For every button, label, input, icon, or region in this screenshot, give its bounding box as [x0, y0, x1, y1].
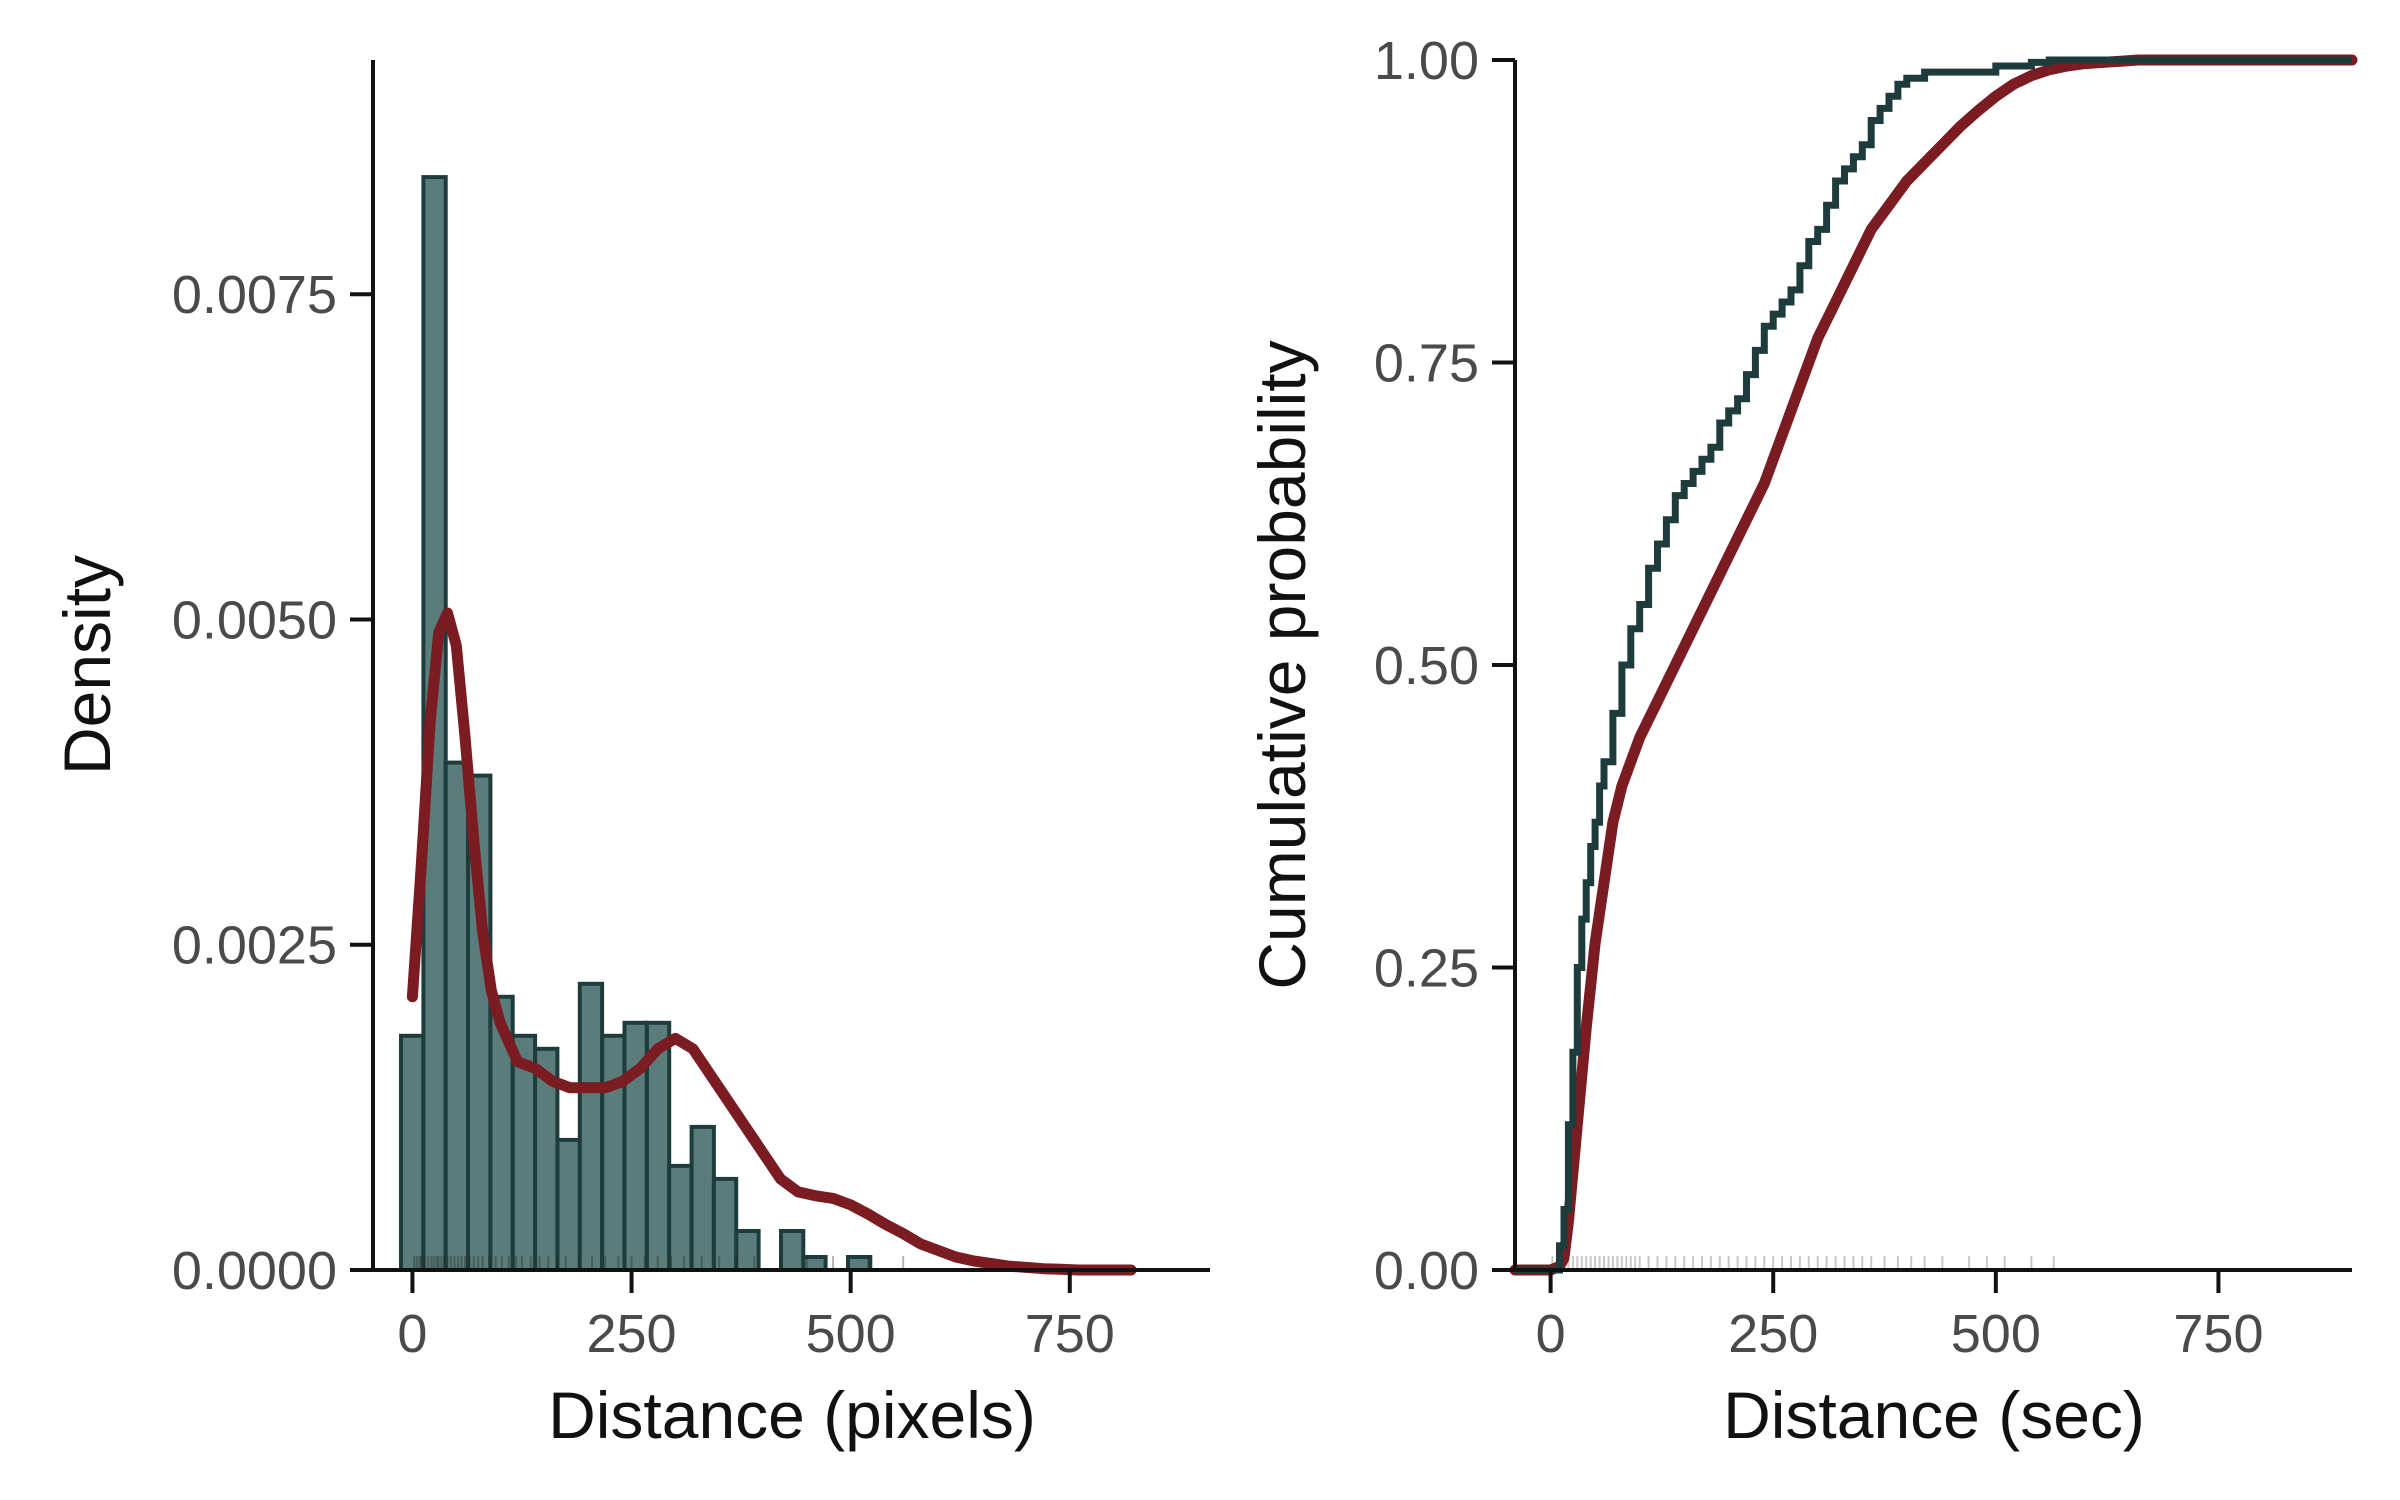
histogram-bars: [399, 175, 873, 1273]
x-tick-label: 0: [397, 1304, 427, 1364]
smooth-cdf-curve: [1509, 54, 2358, 1276]
histogram-bar: [399, 1033, 426, 1273]
y-tick-label: 0.0000: [172, 1241, 337, 1301]
y-axis-title: Cumulative probability: [1245, 340, 1319, 989]
histogram-panel: 0.0000 0.0025 0.0050 0.0075 0 250 500 75…: [50, 60, 1210, 1452]
x-tick-label: 0: [1536, 1304, 1566, 1364]
kde-curve: [406, 607, 1137, 1276]
x-axis-title: Distance (sec): [1723, 1378, 2145, 1452]
y-tick-label: 0.0075: [172, 265, 337, 325]
x-tick-label: 750: [1025, 1304, 1115, 1364]
y-tick-label: 1.00: [1374, 31, 1479, 91]
y-tick-label: 0.0050: [172, 590, 337, 650]
x-tick-label: 250: [1728, 1304, 1818, 1364]
x-tick-label: 250: [586, 1304, 676, 1364]
histogram-bar: [667, 1163, 694, 1273]
x-ticks: 0 250 500 750: [397, 1270, 1115, 1364]
histogram-rug: [413, 1256, 905, 1270]
y-tick-label: 0.75: [1374, 334, 1479, 394]
x-tick-label: 500: [806, 1304, 896, 1364]
histogram-bar: [555, 1137, 582, 1273]
histogram-bar: [689, 1124, 716, 1273]
ecdf-rug: [1551, 1256, 2055, 1270]
y-tick-label: 0.0025: [172, 916, 337, 976]
x-axis-title: Distance (pixels): [548, 1378, 1036, 1452]
histogram-bar: [600, 1033, 627, 1273]
x-tick-label: 500: [1951, 1304, 2041, 1364]
y-ticks: 0.0000 0.0025 0.0050 0.0075: [172, 265, 373, 1301]
x-ticks: 0 250 500 750: [1536, 1270, 2263, 1364]
histogram-bar: [443, 760, 471, 1272]
empirical-cdf-step: [1515, 56, 2352, 1274]
histogram-bar: [577, 981, 605, 1272]
histogram-bar: [779, 1229, 806, 1272]
y-tick-label: 0.25: [1374, 939, 1479, 999]
x-tick-label: 750: [2173, 1304, 2263, 1364]
y-ticks: 0.00 0.25 0.50 0.75 1.00: [1374, 31, 1515, 1301]
y-axis-title: Density: [50, 555, 124, 775]
y-tick-label: 0.00: [1374, 1241, 1479, 1301]
ecdf-panel: 0.00 0.25 0.50 0.75 1.00 0 250 500 750 D…: [1245, 31, 2358, 1452]
histogram-bar: [711, 1176, 739, 1273]
y-tick-label: 0.50: [1374, 636, 1479, 696]
